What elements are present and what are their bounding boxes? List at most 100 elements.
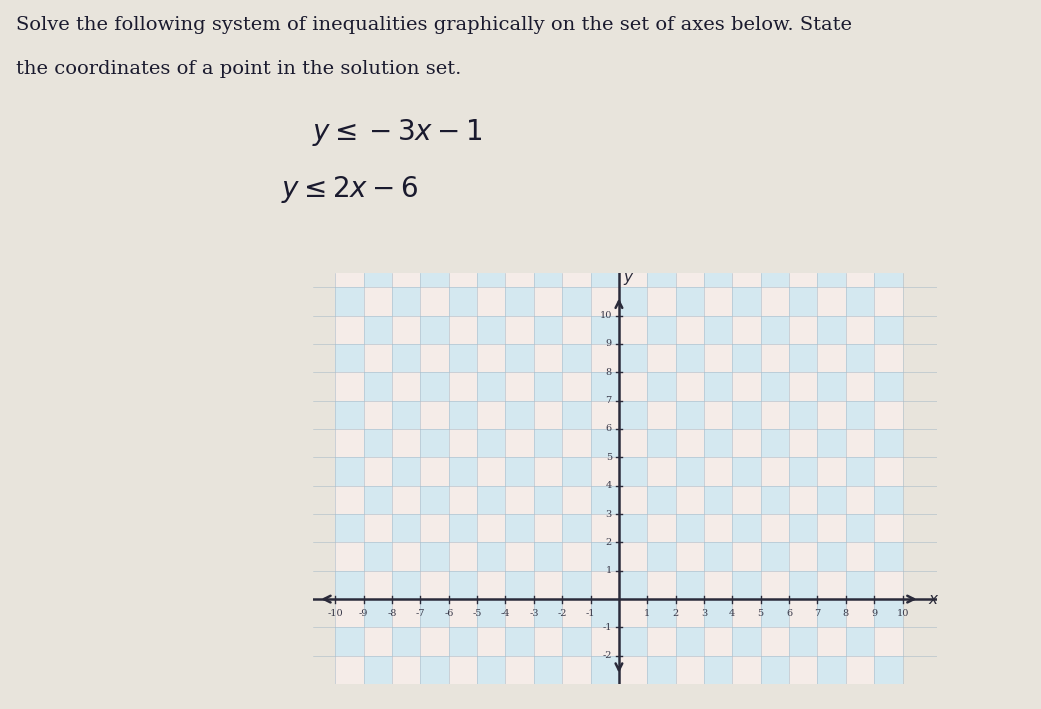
Text: 4: 4	[606, 481, 612, 490]
Bar	[761, 684, 789, 709]
Bar	[845, 259, 874, 287]
Bar	[676, 627, 704, 656]
Bar	[477, 571, 506, 599]
Bar	[619, 486, 648, 514]
Bar	[845, 684, 874, 709]
Text: -2: -2	[558, 609, 567, 618]
Bar	[845, 287, 874, 316]
Bar	[562, 486, 590, 514]
Bar	[704, 486, 733, 514]
Bar	[704, 514, 733, 542]
Bar	[392, 344, 421, 372]
Bar	[590, 457, 619, 486]
Bar	[590, 344, 619, 372]
Text: -9: -9	[359, 609, 369, 618]
Bar	[363, 344, 392, 372]
Bar	[619, 514, 648, 542]
Text: 7: 7	[814, 609, 820, 618]
Bar	[733, 259, 761, 287]
Text: $y \leq 2x - 6$: $y \leq 2x - 6$	[281, 174, 418, 205]
Bar	[335, 627, 363, 656]
Bar	[392, 287, 421, 316]
Bar	[449, 429, 477, 457]
Bar	[733, 571, 761, 599]
Bar	[874, 316, 903, 344]
Bar	[789, 486, 817, 514]
Bar	[789, 684, 817, 709]
Bar	[845, 401, 874, 429]
Bar	[733, 656, 761, 684]
Bar	[874, 514, 903, 542]
Bar	[392, 259, 421, 287]
Bar	[506, 259, 534, 287]
Bar	[392, 486, 421, 514]
Bar	[648, 287, 676, 316]
Bar	[704, 627, 733, 656]
Bar	[449, 571, 477, 599]
Bar	[704, 599, 733, 627]
Bar	[817, 287, 845, 316]
Bar	[648, 457, 676, 486]
Text: 9: 9	[606, 340, 612, 348]
Bar	[477, 457, 506, 486]
Bar	[449, 259, 477, 287]
Bar	[761, 372, 789, 401]
Bar	[335, 372, 363, 401]
Text: $y$: $y$	[624, 271, 635, 287]
Bar	[817, 372, 845, 401]
Bar	[619, 599, 648, 627]
Bar	[874, 656, 903, 684]
Bar	[817, 599, 845, 627]
Bar	[789, 401, 817, 429]
Bar	[845, 372, 874, 401]
Bar	[817, 401, 845, 429]
Bar	[704, 401, 733, 429]
Bar	[562, 627, 590, 656]
Bar	[590, 627, 619, 656]
Bar	[392, 429, 421, 457]
Bar	[534, 287, 562, 316]
Bar	[562, 542, 590, 571]
Bar	[619, 627, 648, 656]
Bar	[648, 627, 676, 656]
Bar	[421, 457, 449, 486]
Bar	[562, 287, 590, 316]
Bar	[335, 542, 363, 571]
Text: 6: 6	[606, 425, 612, 433]
Bar	[534, 372, 562, 401]
Bar	[733, 316, 761, 344]
Bar	[845, 316, 874, 344]
Bar	[421, 571, 449, 599]
Bar	[421, 344, 449, 372]
Bar	[733, 372, 761, 401]
Bar	[619, 401, 648, 429]
Bar	[676, 656, 704, 684]
Bar	[648, 372, 676, 401]
Bar	[704, 684, 733, 709]
Bar	[817, 684, 845, 709]
Bar	[590, 259, 619, 287]
Bar	[449, 401, 477, 429]
Bar	[704, 457, 733, 486]
Bar	[590, 316, 619, 344]
Bar	[562, 259, 590, 287]
Text: 6: 6	[786, 609, 792, 618]
Bar	[648, 542, 676, 571]
Bar	[789, 344, 817, 372]
Bar	[817, 486, 845, 514]
Bar	[506, 344, 534, 372]
Bar	[761, 344, 789, 372]
Bar	[845, 571, 874, 599]
Text: 9: 9	[871, 609, 878, 618]
Bar	[761, 627, 789, 656]
Bar	[449, 684, 477, 709]
Text: the coordinates of a point in the solution set.: the coordinates of a point in the soluti…	[16, 60, 461, 78]
Bar	[817, 344, 845, 372]
Bar	[506, 287, 534, 316]
Bar	[619, 372, 648, 401]
Bar	[449, 542, 477, 571]
Bar	[733, 486, 761, 514]
Bar	[335, 684, 363, 709]
Bar	[874, 599, 903, 627]
Bar	[648, 656, 676, 684]
